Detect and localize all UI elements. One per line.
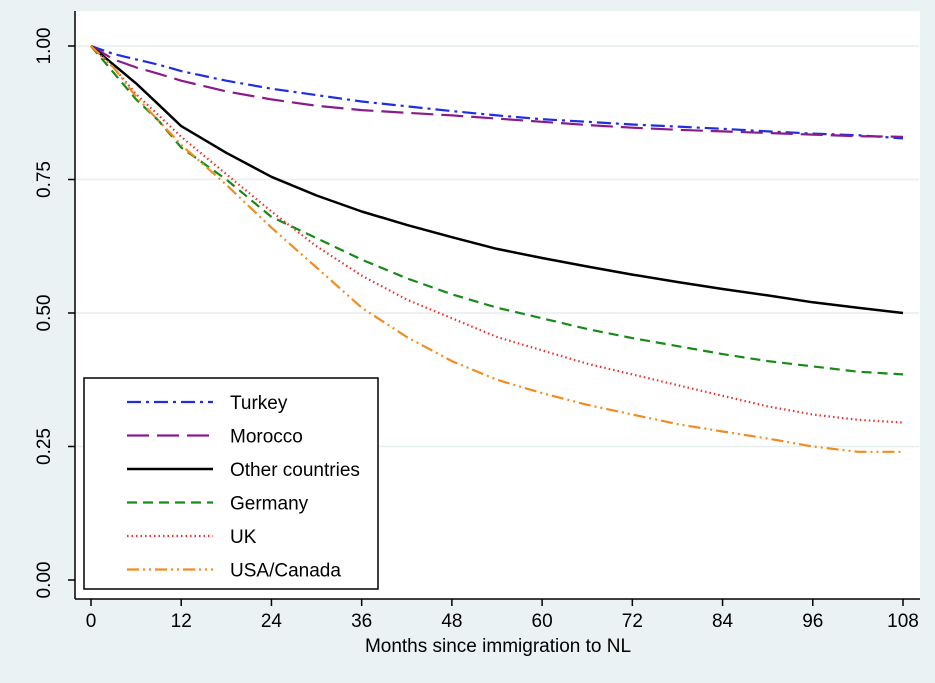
legend-label: Turkey	[230, 393, 288, 414]
axes: 0.00 0.25 0.50 0.75 1.00 0 12 24 36 48 60 72 84 96 108	[34, 11, 920, 632]
x-tick-label: 84	[712, 611, 734, 632]
x-axis-title: Months since immigration to NL	[365, 636, 631, 657]
legend-label: Morocco	[230, 427, 303, 448]
series-line-usa-canada	[90, 45, 903, 453]
series-line-morocco	[90, 45, 904, 138]
x-tick-label: 48	[441, 611, 462, 632]
series-lines	[90, 44, 904, 453]
y-tick-label: 1.00	[34, 28, 55, 65]
y-tick-label: 0.00	[34, 562, 55, 599]
x-tick-label: 0	[86, 611, 97, 632]
legend-box	[83, 377, 379, 590]
y-tick-label: 0.25	[34, 428, 55, 465]
x-tick-label: 24	[261, 611, 283, 632]
x-tick-label: 108	[887, 611, 919, 632]
legend-label: Germany	[230, 494, 309, 515]
legend: Turkey Morocco Other countries Germany UK USA…	[83, 377, 379, 590]
x-tick-label: 96	[802, 611, 823, 632]
y-tick-label: 0.75	[34, 161, 55, 198]
legend-label: Other countries	[230, 460, 360, 481]
x-tick-label: 36	[351, 611, 372, 632]
x-tick-label: 60	[532, 611, 553, 632]
x-tick-label: 12	[171, 611, 192, 632]
legend-label: UK	[230, 527, 257, 548]
y-tick-label: 0.50	[34, 295, 55, 332]
x-tick-label: 72	[622, 611, 643, 632]
legend-label: USA/Canada	[230, 561, 341, 582]
series-line-turkey	[90, 44, 904, 140]
series-line-other-countries	[90, 45, 904, 315]
